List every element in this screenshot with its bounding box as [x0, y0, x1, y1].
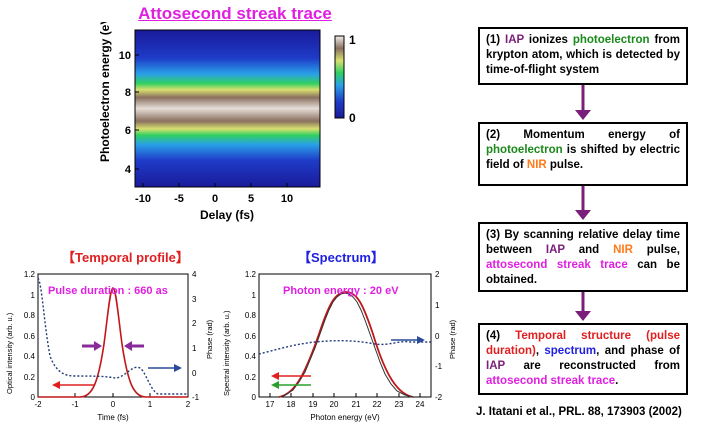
- temporal-profile-figure: -2 -1 0 1 2 0 0.2 0.4 0.6 0.8 1 1.2 -1 0…: [5, 270, 214, 422]
- temporal-ytick-right: 3: [192, 295, 197, 304]
- step-3-box: (3) By scanning relative delay time betw…: [478, 222, 688, 292]
- streak-xtick: -5: [174, 193, 184, 205]
- temporal-xtick: -2: [34, 400, 42, 409]
- axis-indicator-left-arrow: [52, 381, 94, 389]
- temporal-xtick: 0: [111, 400, 116, 409]
- spectrum-phase-curve: [258, 339, 431, 355]
- temporal-annotation: Pulse duration : 660 as: [48, 285, 168, 297]
- citation: J. Itatani et al., PRL. 88, 173903 (2002…: [476, 406, 682, 418]
- streak-ylabel: Photoelectron energy (eV): [98, 22, 112, 162]
- spectrum-title: 【Spectrum】: [298, 250, 384, 265]
- temporal-ytick-left: 0.4: [24, 352, 36, 361]
- spectrum-ytick-right: 1: [435, 301, 440, 310]
- temporal-ytick-left: 0.8: [24, 311, 36, 320]
- temporal-ytick-left: 0: [31, 393, 36, 402]
- spectrum-ytick-right: -1: [435, 362, 443, 371]
- temporal-title: 【Temporal profile】: [62, 250, 189, 265]
- spectrum-figure: 17 18 19 20 21 22 23 24 0 0.2 0.4 0.6 0.…: [222, 270, 457, 422]
- spectrum-measured-curve: [280, 292, 414, 398]
- axis-indicator-left-arrow-red: [271, 372, 311, 380]
- temporal-ytick-right: 4: [192, 270, 197, 279]
- temporal-ytick-left: 1: [31, 291, 36, 300]
- spectrum-xtick: 17: [266, 400, 275, 409]
- spectrum-xtick: 18: [287, 400, 296, 409]
- temporal-phase-curve: [37, 277, 188, 395]
- spectrum-ytick-left: 1.2: [245, 270, 257, 279]
- flow-arrows: [575, 84, 591, 321]
- spectrum-xtick: 23: [395, 400, 404, 409]
- temporal-ytick-right: 2: [192, 319, 197, 328]
- streak-xtick: 10: [281, 193, 293, 205]
- spectrum-xtick: 19: [309, 400, 318, 409]
- streak-xtick: -10: [135, 193, 151, 205]
- spectrum-annotation: Photon energy : 20 eV: [283, 285, 399, 297]
- spectrum-ylabel-right: Phase (rad): [448, 319, 457, 359]
- spectrum-ytick-left: 1: [252, 291, 257, 300]
- spectrum-xtick: 21: [352, 400, 361, 409]
- spectrum-xlabel: Photon energy (eV): [310, 413, 380, 422]
- streak-ytick: 4: [125, 164, 132, 176]
- axis-indicator-left-arrow-green: [271, 381, 311, 389]
- temporal-ytick-right: -1: [192, 393, 200, 402]
- streak-xlabel: Delay (fs): [200, 208, 254, 222]
- spectrum-ytick-right: 0: [435, 332, 440, 341]
- spectrum-ytick-left: 0.2: [245, 373, 257, 382]
- streak-heatmap: [135, 30, 320, 187]
- streak-title: Attosecond streak trace: [138, 4, 332, 23]
- step-1-box: (1) IAP ionizes photoelectron from krypt…: [478, 27, 688, 85]
- spectrum-xtick: 20: [330, 400, 339, 409]
- spectrum-xtick: 24: [416, 400, 425, 409]
- streak-ytick: 10: [119, 50, 131, 62]
- colorbar: [334, 35, 345, 119]
- pulse-width-arrows: [82, 341, 144, 351]
- streak-ytick: 8: [125, 87, 131, 99]
- spectrum-ytick-right: -2: [435, 393, 443, 402]
- spectrum-ylabel-left: Spectral intensity (arb. u.): [222, 310, 231, 396]
- temporal-ytick-right: 1: [192, 344, 197, 353]
- temporal-ytick-left: 0.2: [24, 373, 36, 382]
- step-2-box: (2) Momentum energy of photoelectron is …: [478, 122, 688, 186]
- temporal-ylabel-left: Optical intensity (arb. u.): [5, 312, 14, 394]
- streak-xtick: 5: [248, 193, 254, 205]
- temporal-xtick: 2: [186, 400, 191, 409]
- axis-indicator-right-arrow: [391, 336, 425, 344]
- temporal-intensity-curve: [38, 287, 188, 398]
- temporal-xtick: 1: [148, 400, 153, 409]
- temporal-xlabel: Time (fs): [97, 413, 129, 422]
- axis-indicator-right-arrow: [148, 364, 182, 372]
- spectrum-xtick: 22: [373, 400, 382, 409]
- spectrum-ytick-left: 0.4: [245, 352, 257, 361]
- spectrum-ytick-left: 0.8: [245, 311, 257, 320]
- spectrum-ytick-right: 2: [435, 270, 440, 279]
- temporal-ytick-left: 0.6: [24, 332, 36, 341]
- colorbar-min: 0: [349, 111, 356, 125]
- temporal-ylabel-right: Phase (rad): [205, 319, 214, 359]
- colorbar-max: 1: [349, 33, 356, 47]
- temporal-xtick: -1: [71, 400, 79, 409]
- spectrum-ytick-left: 0.6: [245, 332, 257, 341]
- temporal-ytick-left: 1.2: [24, 270, 36, 279]
- streak-xtick: 0: [212, 193, 218, 205]
- step-4-box: (4) Temporal structure (pulse duration),…: [478, 323, 688, 395]
- streak-trace-figure: -10 -5 0 5 10 4 6 8 10 Delay (fs) Photoe…: [98, 22, 356, 222]
- spectrum-fit-curve: [278, 291, 414, 398]
- streak-ytick: 6: [125, 125, 131, 137]
- spectrum-ytick-left: 0: [252, 393, 257, 402]
- temporal-ytick-right: 0: [192, 369, 197, 378]
